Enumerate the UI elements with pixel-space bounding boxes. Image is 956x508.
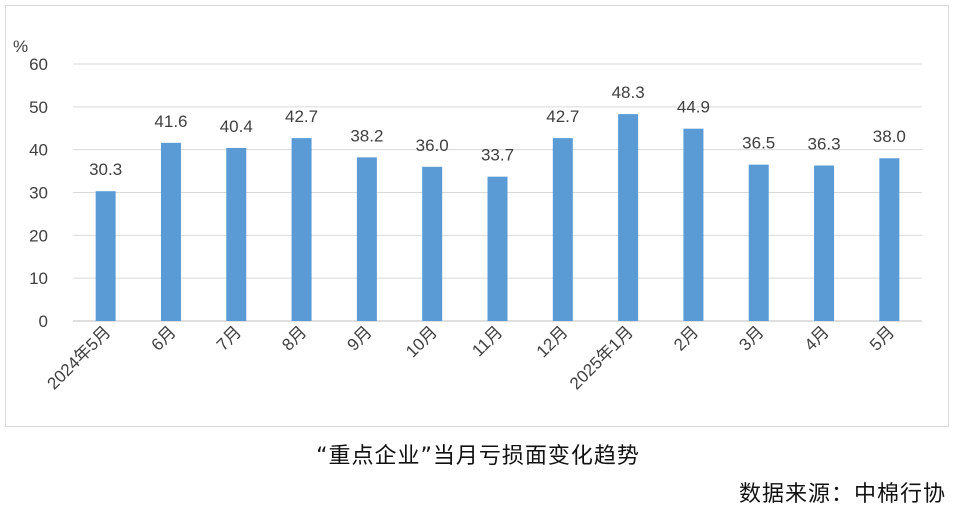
- data-label: 30.3: [89, 160, 122, 179]
- data-label: 33.7: [481, 146, 514, 165]
- x-tick-label: 11月: [468, 322, 506, 360]
- bar: [226, 147, 247, 321]
- data-label: 48.3: [612, 83, 645, 102]
- bar: [814, 165, 835, 321]
- y-tick-label: 50: [29, 98, 48, 117]
- data-label: 41.6: [154, 112, 187, 131]
- y-tick-label: 40: [29, 141, 48, 160]
- bar: [683, 128, 704, 321]
- gridlines: [73, 63, 922, 322]
- bar: [356, 157, 377, 321]
- x-tick-label: 10月: [402, 322, 441, 361]
- bar: [879, 158, 900, 321]
- bar: [748, 164, 769, 321]
- y-tick-label: 20: [29, 226, 48, 245]
- bar: [95, 191, 116, 321]
- x-tick-label: 7月: [213, 322, 245, 354]
- data-label: 44.9: [677, 98, 710, 117]
- bar: [618, 114, 639, 322]
- y-tick-label: 0: [39, 312, 48, 331]
- y-axis-unit-label: %: [13, 37, 28, 56]
- data-label: 38.0: [873, 127, 906, 146]
- x-tick-label: 8月: [278, 322, 310, 354]
- data-label: 36.0: [416, 136, 449, 155]
- bar: [291, 138, 312, 321]
- chart-title: “重点企业”当月亏损面变化趋势: [316, 444, 640, 469]
- y-axis: 0 10 20 30 40 50 60: [29, 55, 48, 331]
- bar: [160, 142, 181, 321]
- y-tick-label: 10: [29, 269, 48, 288]
- data-labels: 30.3 41.6 40.4 42.7 38.2 36.0 33.7 42.7 48.3 44.9…: [89, 83, 906, 179]
- x-tick-label: 2024年5月: [44, 322, 115, 393]
- x-tick-label: 2月: [670, 322, 702, 354]
- bar: [487, 176, 508, 321]
- x-tick-label: 6月: [148, 322, 180, 354]
- y-tick-label: 60: [29, 55, 48, 74]
- source-note: 数据来源：中棉行协: [738, 482, 946, 507]
- data-label: 36.5: [742, 134, 775, 153]
- x-tick-label: 12月: [533, 322, 572, 361]
- x-tick-label: 5月: [866, 322, 898, 354]
- data-label: 42.7: [285, 107, 318, 126]
- bar: [552, 138, 573, 321]
- data-label: 40.4: [220, 117, 253, 136]
- data-label: 42.7: [546, 107, 579, 126]
- y-tick-label: 30: [29, 184, 48, 203]
- data-label: 38.2: [350, 126, 383, 145]
- x-tick-label: 9月: [344, 322, 376, 354]
- x-tick-label: 4月: [801, 322, 833, 354]
- x-tick-label: 3月: [735, 322, 767, 354]
- bar: [422, 166, 443, 321]
- data-label: 36.3: [807, 135, 840, 154]
- x-tick-label: 2025年1月: [566, 322, 637, 393]
- bars: [95, 114, 900, 322]
- bar-chart: 30.3 41.6 40.4 42.7 38.2 36.0 33.7 42.7 48.3 44.9…: [13, 37, 922, 393]
